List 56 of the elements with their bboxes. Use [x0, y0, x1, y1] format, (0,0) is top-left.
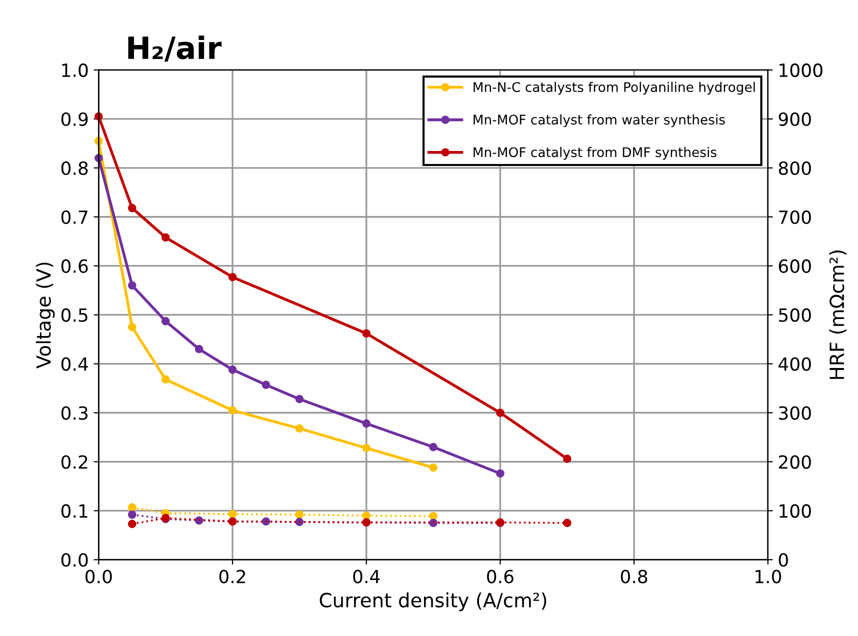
point [362, 444, 371, 452]
y2-tick-label: 0 [778, 553, 788, 567]
point [128, 204, 136, 212]
x-tick-label: 0.2 [219, 570, 246, 584]
y2-tick-label: 100 [780, 504, 811, 518]
y-tick-label: 0.0 [61, 553, 88, 567]
point [362, 419, 371, 428]
point [496, 469, 504, 478]
y2-tick-label: 500 [779, 308, 811, 322]
point [429, 442, 438, 452]
y-tick-label: 0.9 [61, 112, 88, 126]
y-tick-label: 1.0 [62, 63, 88, 78]
y-tick-label: 0.2 [61, 455, 88, 469]
legend-label: Mn-MOF catalyst from DMF synthesis [474, 146, 716, 160]
x-axis-title: Current density (A/cm²) [320, 592, 546, 612]
point [161, 317, 170, 326]
point [496, 408, 504, 417]
y-axis-title: Voltage (V) [36, 262, 55, 368]
y2-tick-label: 900 [778, 112, 811, 126]
legend-label: Mn-N-C catalysts from Polyaniline hydrogel [474, 82, 755, 95]
point [228, 272, 237, 282]
y2-tick-label: 600 [778, 259, 811, 273]
point [228, 366, 237, 374]
point [194, 344, 204, 354]
y2-tick-label: 200 [778, 455, 811, 469]
point [161, 233, 170, 242]
y-tick-label: 0.8 [61, 161, 88, 176]
point [128, 281, 136, 290]
y2-tick-label: 300 [779, 406, 811, 420]
y2-tick-label: 1000 [780, 63, 822, 78]
x-tick-label: 0.6 [487, 570, 514, 584]
x-tick-label: 0.8 [620, 570, 648, 584]
y-tick-label: 0.4 [61, 357, 88, 371]
legend-label: Mn-MOF catalyst from water synthesis [474, 114, 725, 128]
point [295, 424, 304, 433]
y2-tick-label: 800 [778, 161, 811, 176]
y2-tick-label: 700 [779, 210, 811, 224]
y-tick-label: 0.5 [61, 308, 88, 322]
point [262, 380, 270, 390]
point [362, 329, 371, 338]
x-tick-label: 0.4 [353, 570, 380, 584]
x-tick-label: 0.0 [86, 570, 112, 584]
y-tick-label: 0.7 [61, 210, 88, 224]
y-tick-label: 0.3 [61, 406, 88, 420]
point [128, 322, 136, 332]
point [562, 454, 572, 463]
y-tick-label: 0.1 [61, 504, 88, 518]
chart-title: H₂/air [128, 36, 222, 62]
point [228, 406, 237, 414]
y2-axis-title: HRF (mΩcm²) [829, 250, 846, 379]
y2-tick-label: 400 [778, 357, 811, 371]
x-tick-label: 1.0 [756, 570, 782, 584]
point [429, 463, 438, 472]
point [295, 394, 304, 404]
point [161, 375, 170, 384]
y-tick-label: 0.6 [61, 259, 88, 273]
